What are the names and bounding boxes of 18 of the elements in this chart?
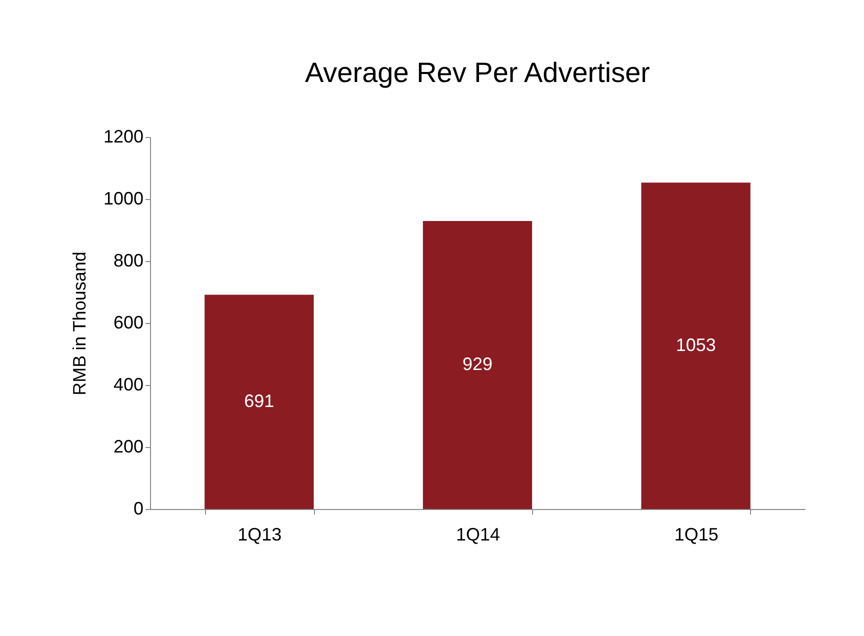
x-tick-label: 1Q14: [456, 524, 500, 544]
data-label: 929: [462, 354, 493, 374]
y-tick-label: 1200: [103, 126, 144, 146]
data-label: 691: [244, 390, 274, 411]
y-tick-label: 800: [113, 250, 144, 270]
bar: [204, 294, 314, 509]
x-tick-label: 1Q13: [238, 524, 282, 544]
y-axis-title: RMB in Thousand: [69, 252, 90, 396]
y-tick-label: 1000: [103, 188, 144, 208]
y-tick-label: 600: [113, 312, 144, 332]
y-tick-label: 200: [113, 436, 144, 456]
bar: [422, 221, 532, 509]
x-tick-label: 1Q15: [674, 524, 718, 544]
bar: [641, 182, 750, 509]
data-label: 1053: [676, 334, 716, 355]
chart-title: Average Rev Per Advertiser: [305, 57, 650, 88]
y-tick-label: 400: [113, 374, 144, 394]
y-tick-label: 0: [133, 498, 144, 518]
